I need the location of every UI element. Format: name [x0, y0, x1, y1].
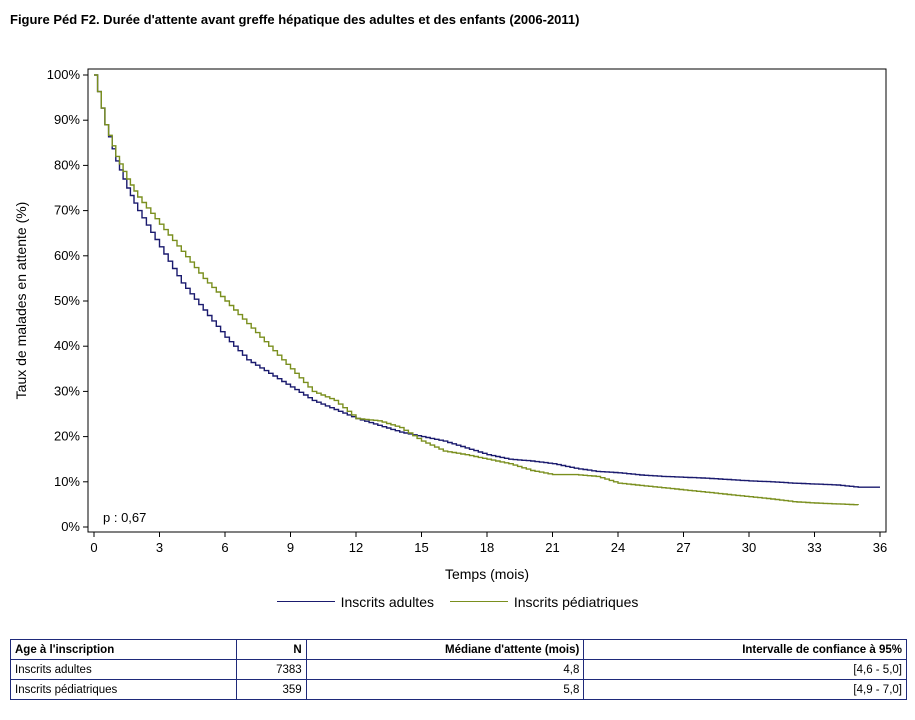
table-cell: 4,8: [305, 659, 585, 680]
x-tick-label: 3: [156, 540, 163, 555]
table-header-cell: Médiane d'attente (mois): [305, 639, 585, 660]
y-tick-label: 30%: [54, 383, 80, 398]
table-cell: Inscrits adultes: [10, 659, 237, 680]
table-row: Inscrits pédiatriques 359 5,8 [4,9 - 7,0…: [10, 679, 907, 700]
x-tick-label: 24: [611, 540, 625, 555]
y-tick-label: 40%: [54, 338, 80, 353]
table-cell: 359: [235, 679, 307, 700]
x-tick-label: 15: [414, 540, 428, 555]
legend-label-pediatriques: Inscrits pédiatriques: [513, 593, 639, 610]
x-tick-label: 36: [873, 540, 887, 555]
y-tick-label: 80%: [54, 157, 80, 172]
y-axis-label: Taux de malades en attente (%): [13, 202, 29, 400]
y-tick-label: 60%: [54, 248, 80, 263]
x-tick-label: 33: [807, 540, 821, 555]
table-header-cell: N: [235, 639, 307, 660]
x-tick-label: 0: [90, 540, 97, 555]
legend-label-adultes: Inscrits adultes: [340, 593, 434, 610]
x-axis-label: Temps (mois): [445, 566, 529, 582]
table-cell: [4,9 - 7,0]: [583, 679, 907, 700]
x-tick-label: 18: [480, 540, 494, 555]
plot-frame: [87, 68, 887, 533]
x-tick-label: 21: [545, 540, 559, 555]
y-tick-label: 70%: [54, 203, 80, 218]
y-tick-label: 50%: [54, 293, 80, 308]
y-tick-label: 90%: [54, 112, 80, 127]
table-header-cell: Age à l'inscription: [10, 639, 237, 660]
series-line-pediatriques: [94, 74, 859, 506]
stats-table: Age à l'inscription N Médiane d'attente …: [10, 639, 907, 700]
table-cell: 7383: [235, 659, 307, 680]
y-tick-label: 20%: [54, 429, 80, 444]
x-tick-label: 12: [349, 540, 363, 555]
table-header-cell: Intervalle de confiance à 95%: [583, 639, 907, 660]
y-tick-label: 10%: [54, 474, 80, 489]
legend-swatch-pediatriques: [449, 601, 508, 602]
legend-item-adultes: Inscrits adultes: [276, 593, 434, 610]
legend-item-pediatriques: Inscrits pédiatriques: [449, 593, 639, 610]
table-cell: 5,8: [305, 679, 585, 700]
table-row: Inscrits adultes 7383 4,8 [4,6 - 5,0]: [10, 659, 907, 680]
x-tick-label: 9: [287, 540, 294, 555]
table-cell: Inscrits pédiatriques: [10, 679, 237, 700]
table-header-row: Age à l'inscription N Médiane d'attente …: [10, 639, 907, 660]
chart-legend: Inscrits adultes Inscrits pédiatriques: [0, 589, 915, 610]
y-tick-label: 100%: [47, 67, 81, 82]
table-cell: [4,6 - 5,0]: [583, 659, 907, 680]
figure-title: Figure Péd F2. Durée d'attente avant gre…: [10, 12, 580, 27]
series-line-adultes: [94, 74, 880, 488]
x-tick-label: 6: [221, 540, 228, 555]
legend-swatch-adultes: [276, 601, 335, 602]
y-tick-label: 0%: [61, 519, 80, 534]
p-value-annotation: p : 0,67: [103, 510, 146, 525]
x-tick-label: 30: [742, 540, 756, 555]
x-tick-label: 27: [676, 540, 690, 555]
survival-chart: 0%10%20%30%40%50%60%70%80%90%100%0 3 6 9 12 1…: [13, 67, 887, 582]
